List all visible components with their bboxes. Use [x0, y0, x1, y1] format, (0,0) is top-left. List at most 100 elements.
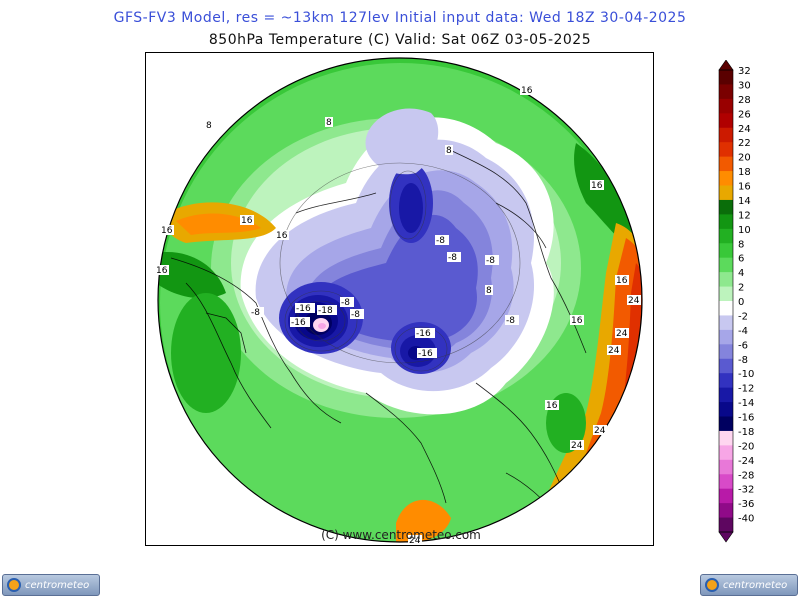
logo-text-right: centrometeo [723, 579, 788, 591]
contour-label: 16 [616, 276, 628, 286]
globe-icon [7, 578, 21, 592]
contour-label-bg [485, 285, 493, 295]
colorbar-swatch [719, 344, 733, 360]
contour-label: 24 [571, 441, 583, 451]
colorbar-swatch [719, 430, 733, 446]
contour-label-bg [607, 345, 621, 355]
contour-label: 24 [409, 536, 421, 546]
colorbar-tick-label: -16 [738, 413, 754, 424]
contour-label: 16 [521, 86, 533, 96]
colorbar-tick-label: 0 [738, 297, 744, 308]
colorbar-border [718, 69, 734, 533]
colorbar-swatch [719, 315, 733, 331]
colorbar-swatch [719, 214, 733, 230]
contour-label: 24 [616, 329, 628, 339]
colorbar-swatch [719, 329, 733, 345]
contour-label-bg [205, 120, 213, 130]
colorbar-tick-label: 8 [738, 239, 744, 250]
contour-label-bg [590, 180, 604, 190]
contour-label: 16 [591, 181, 603, 191]
contour-label-bg [408, 535, 422, 545]
colorbar-swatch [719, 373, 733, 389]
contour-label: -8 [486, 256, 495, 266]
contour-label-bg [325, 117, 333, 127]
contour-label: -8 [251, 308, 260, 318]
colorbar-swatch [719, 84, 733, 100]
colorbar-tick-label: -24 [738, 456, 754, 467]
colorbar-tick-label: -2 [738, 311, 748, 322]
contour-label-bg [275, 230, 289, 240]
colorbar-tick-label: -6 [738, 340, 748, 351]
contour-label-bg [593, 425, 607, 435]
contour-label-bg [570, 440, 584, 450]
polar-temperature-map: -16-16-18-16-16-8-8-8-8-8 -8-88 8881616161… [155, 57, 643, 546]
contour-label: -16 [291, 318, 306, 328]
contour-label: -16 [296, 304, 311, 314]
contour-label-bg [435, 235, 449, 245]
colorbar-swatch [719, 402, 733, 417]
contour-label-bg [447, 252, 461, 262]
colorbar-tick-label: -14 [738, 398, 754, 409]
colorbar-tick-label: 14 [738, 196, 751, 207]
contour-label: 24 [608, 346, 620, 356]
contour-label: -16 [416, 329, 431, 339]
contour-label-bg [545, 400, 559, 410]
colorbar-swatch [719, 488, 733, 504]
colorbar-tick-label: -10 [738, 369, 754, 380]
colorbar-tick-label: 24 [738, 124, 751, 135]
colorbar-tick-label: -28 [738, 470, 754, 481]
contour-label: 16 [276, 231, 288, 241]
colorbar-bottom-arrow [718, 531, 734, 543]
colorbar-swatch [719, 474, 733, 490]
field-title: 850hPa Temperature (C) Valid: Sat 06Z 03… [208, 32, 592, 48]
contour-label: 24 [594, 426, 606, 436]
temperature-colorbar: 32302826242220181614121086420-2-4-6-8-10… [718, 60, 754, 543]
contour-label-bg [627, 295, 641, 305]
colorbar-swatch [719, 199, 733, 215]
contour-label: 16 [546, 401, 558, 411]
model-title: GFS-FV3 Model, res = ~13km 127lev Initia… [113, 10, 687, 26]
contour-label: 8 [326, 118, 332, 128]
colorbar-tick-label: -12 [738, 384, 754, 395]
centrometeo-logo-left[interactable]: centrometeo [2, 574, 100, 596]
centrometeo-logo-right[interactable]: centrometeo [700, 574, 798, 596]
contour-label-bg [317, 305, 337, 315]
contour-label: -8 [436, 236, 445, 246]
colorbar-swatch [719, 185, 733, 201]
colorbar-tick-label: 22 [738, 138, 751, 149]
map-frame: -16 -16 -18 -16 -16 -8 -8 -8 -8 -8 -8 -8 8 8 8 8 16 16 16 1… [145, 52, 654, 546]
contour-label-bg [615, 328, 629, 338]
colorbar-tick-label: -32 [738, 485, 754, 496]
contour-label: 24 [628, 296, 640, 306]
colorbar-swatch [719, 127, 733, 143]
contour-label-bg [570, 315, 584, 325]
colorbar-tick-label: 18 [738, 167, 751, 178]
contour-label: -16 [418, 349, 433, 359]
colorbar-swatch [719, 70, 733, 85]
colorbar-swatch [719, 171, 733, 186]
contour-label-bg [445, 145, 453, 155]
contour-label: 16 [156, 266, 168, 276]
colorbar-tick-label: 20 [738, 153, 751, 164]
colorbar-tick-label: 10 [738, 225, 751, 236]
colorbar-tick-label: 12 [738, 210, 751, 221]
colorbar-swatch [719, 459, 733, 475]
contour-label: 8 [206, 121, 212, 131]
colorbar-swatch [719, 156, 733, 172]
contour-label-bg [615, 275, 629, 285]
contour-label-bg [485, 255, 499, 265]
colorbar-tick-label: -36 [738, 499, 754, 510]
colorbar-swatch [719, 228, 733, 244]
colorbar-swatch [719, 257, 733, 273]
contour-label: -8 [506, 316, 515, 326]
contour-label: 16 [161, 226, 173, 236]
contour-label-bg [520, 85, 534, 95]
colorbar-tick-label: -4 [738, 326, 748, 337]
map-credit: (C) www.centrometeo.com [321, 528, 481, 542]
contour-label: -18 [318, 306, 333, 316]
globe-icon [705, 578, 719, 592]
colorbar-swatch [719, 517, 733, 533]
contour-label-bg [290, 317, 310, 327]
colorbar-swatch [719, 98, 733, 114]
contour-label: 8 [486, 286, 492, 296]
